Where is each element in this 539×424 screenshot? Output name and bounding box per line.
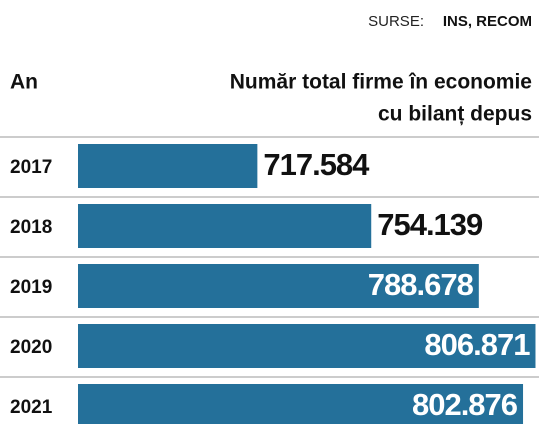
bar	[78, 384, 524, 424]
source-label: SURSE:	[368, 13, 424, 30]
value-label: 802.876	[412, 387, 518, 422]
value-header: cu bilanț depus	[378, 103, 532, 126]
value-header: Număr total firme în economie	[230, 71, 532, 94]
bar	[78, 204, 372, 248]
value-label: 754.139	[377, 207, 483, 242]
y-tick-label: 2019	[10, 277, 52, 298]
y-tick-label: 2018	[10, 217, 52, 238]
value-label: 717.584	[263, 147, 370, 182]
y-tick-label: 2017	[10, 157, 52, 178]
bar	[78, 264, 479, 308]
source: INS, RECOM	[443, 13, 532, 30]
bar	[78, 144, 258, 188]
value-label: 806.871	[424, 327, 530, 362]
bar	[78, 324, 536, 368]
value-label: 788.678	[368, 267, 474, 302]
category-header: An	[10, 71, 38, 94]
y-tick-label: 2021	[10, 397, 53, 418]
y-tick-label: 2020	[10, 337, 52, 358]
